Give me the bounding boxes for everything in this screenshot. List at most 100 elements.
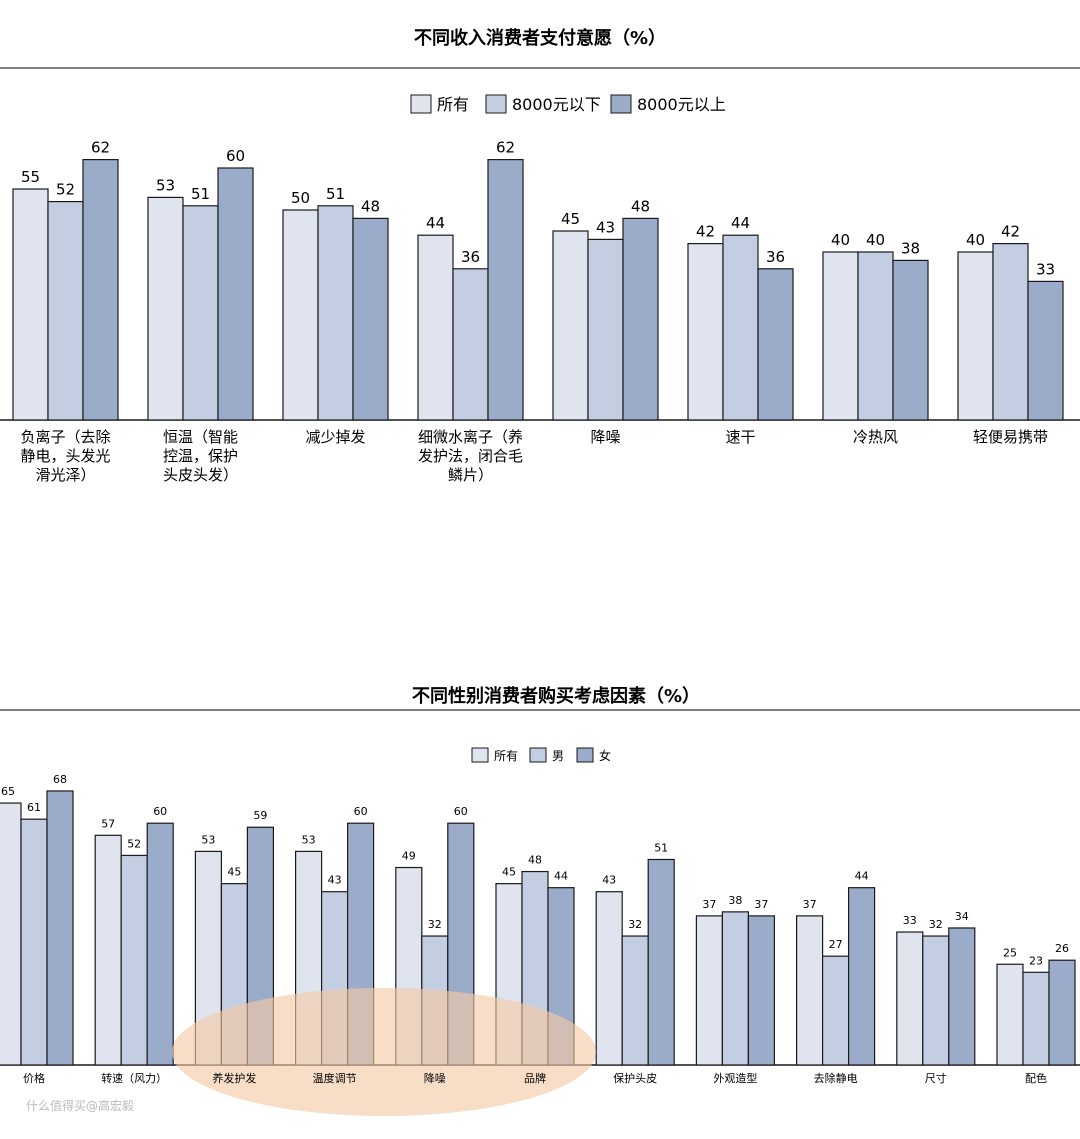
bar-c1-cat4-s0	[552, 230, 589, 421]
bar-c1-cat5-s2	[757, 268, 794, 421]
bar-c1-cat3-s1	[452, 268, 489, 421]
bar-c1-cat1-s2	[217, 167, 254, 421]
legend-1-label-all: 所有	[437, 95, 469, 114]
bar-c2-cat10-s2	[1048, 959, 1076, 1066]
value-label-c2-cat5-s1: 48	[528, 854, 542, 867]
value-label-c2-cat6-s0: 43	[602, 874, 616, 887]
bar-c2-cat10-s1	[1022, 971, 1050, 1066]
bar-c1-cat6-s0	[822, 251, 859, 421]
legend-1-label-mid: 8000元以下	[512, 95, 601, 114]
bar-c1-cat3-s2	[487, 159, 524, 421]
value-label-c1-cat0-s0: 55	[21, 168, 40, 186]
bar-c1-cat4-s2	[622, 217, 659, 421]
bar-c1-cat1-s1	[182, 205, 219, 421]
category-label-c1-cat0-line0: 负离子（去除	[20, 428, 110, 446]
category-label-c1-cat6-line0: 冷热风	[853, 428, 898, 446]
value-label-c2-cat10-s0: 25	[1003, 946, 1017, 959]
bar-c2-cat9-s0	[896, 931, 924, 1066]
value-label-c2-cat7-s0: 37	[702, 898, 716, 911]
chart-2-title: 不同性别消费者购买考虑因素（%）	[412, 685, 700, 707]
value-label-c2-cat0-s2: 68	[53, 773, 67, 786]
bar-c2-cat10-s0	[996, 963, 1024, 1066]
bar-c1-cat6-s1	[857, 251, 894, 421]
value-label-c2-cat10-s1: 23	[1029, 954, 1043, 967]
bar-c1-cat7-s2	[1027, 280, 1064, 421]
category-label-c1-cat3-line1: 发护法，闭合毛	[418, 447, 523, 465]
value-label-c1-cat6-s0: 40	[831, 231, 850, 249]
value-label-c2-cat4-s1: 32	[428, 918, 442, 931]
value-label-c1-cat2-s1: 51	[326, 185, 345, 203]
value-label-c1-cat7-s0: 40	[966, 231, 985, 249]
value-label-c2-cat4-s0: 49	[402, 850, 416, 863]
legend-1-label-high: 8000元以上	[637, 95, 726, 114]
value-label-c1-cat0-s1: 52	[56, 181, 75, 199]
category-label-c1-cat3-line2: 鳞片）	[448, 466, 493, 484]
value-label-c2-cat1-s1: 52	[127, 837, 141, 850]
value-label-c2-cat3-s0: 53	[302, 833, 316, 846]
value-label-c2-cat2-s0: 53	[201, 833, 215, 846]
value-label-c1-cat3-s0: 44	[426, 214, 445, 232]
bar-c2-cat6-s0	[595, 891, 623, 1066]
bar-c2-cat7-s1	[721, 911, 750, 1066]
bar-c2-cat0-s2	[46, 790, 74, 1066]
value-label-c2-cat2-s2: 59	[253, 809, 267, 822]
legend-2-label-all: 所有	[494, 749, 518, 763]
bar-c2-cat1-s1	[120, 854, 148, 1066]
value-label-c2-cat2-s1: 45	[227, 866, 241, 879]
category-label-c2-cat2-line0: 养发护发	[212, 1071, 256, 1085]
category-label-c2-cat6-line0: 保护头皮	[613, 1071, 657, 1085]
highlight-ellipse	[172, 988, 596, 1116]
chart-1-value-labels: 55 52 62 53 51 60 50 51 48 44 36 62 45 43 48 42 44 36 40 40…	[21, 139, 1055, 279]
category-label-c1-cat0-line2: 滑光泽）	[35, 466, 95, 484]
value-label-c2-cat1-s2: 60	[153, 805, 167, 818]
category-label-c1-cat3-line0: 细微水离子（养	[418, 428, 523, 446]
value-label-c1-cat0-s2: 62	[91, 139, 110, 157]
bar-c2-cat0-s0	[0, 802, 22, 1066]
category-label-c1-cat5-line0: 速干	[725, 428, 755, 446]
bar-c1-cat7-s1	[992, 243, 1029, 421]
bar-c2-cat9-s1	[922, 935, 950, 1066]
category-label-c2-cat4-line0: 降噪	[424, 1071, 446, 1085]
value-label-c1-cat4-s2: 48	[631, 197, 650, 215]
value-label-c1-cat2-s2: 48	[361, 197, 380, 215]
legend-1-swatch-mid	[485, 94, 507, 114]
value-label-c1-cat6-s2: 38	[901, 239, 920, 257]
bar-c1-cat6-s2	[892, 259, 929, 421]
value-label-c2-cat9-s0: 33	[903, 914, 917, 927]
chart-2-category-labels: 价格 转速（风力） 养发护发 温度调节 降噪 品牌 保护头皮 外观造型 去除静电 尺寸 配色	[23, 1071, 1047, 1085]
bar-c2-cat8-s2	[847, 887, 876, 1066]
bar-c2-cat9-s2	[948, 927, 976, 1066]
chart-1-legend: 所有 8000元以下 8000元以上	[410, 94, 726, 114]
value-label-c1-cat4-s1: 43	[596, 218, 615, 236]
category-label-c1-cat0-line1: 静电，头发光	[20, 447, 110, 465]
legend-1-swatch-all	[410, 94, 432, 114]
chart-2-value-labels: 65 61 68 57 52 60 53 45 59 53 43 60 49 32 60 45 48 44 43 32…	[1, 773, 1069, 967]
category-label-c2-cat10-line0: 配色	[1025, 1071, 1047, 1085]
bar-c2-cat6-s2	[647, 858, 675, 1066]
bar-c1-cat0-s0	[12, 188, 49, 421]
value-label-c2-cat6-s1: 32	[628, 918, 642, 931]
bar-c1-cat2-s1	[317, 205, 354, 421]
legend-2-label-male: 男	[552, 749, 564, 763]
value-label-c2-cat0-s0: 65	[1, 785, 15, 798]
bar-c2-cat1-s2	[146, 822, 174, 1066]
category-label-c2-cat8-line0: 去除静电	[814, 1071, 858, 1085]
value-label-c1-cat5-s0: 42	[696, 223, 715, 241]
bar-c2-cat8-s1	[821, 955, 850, 1066]
legend-2-swatch-female	[576, 747, 594, 763]
value-label-c2-cat7-s1: 38	[728, 894, 742, 907]
category-label-c1-cat7-line0: 轻便易携带	[973, 428, 1048, 446]
category-label-c1-cat4-line0: 降噪	[590, 428, 620, 446]
category-label-c1-cat1-line1: 控温，保护	[163, 447, 238, 465]
bar-c2-cat6-s1	[621, 935, 649, 1066]
value-label-c2-cat0-s1: 61	[27, 801, 41, 814]
category-label-c2-cat5-line0: 品牌	[524, 1071, 546, 1085]
value-label-c1-cat6-s1: 40	[866, 231, 885, 249]
value-label-c2-cat4-s2: 60	[454, 805, 468, 818]
bar-c1-cat1-s0	[147, 196, 184, 421]
watermark: 什么值得买@高宏毅	[26, 1098, 134, 1113]
category-label-c2-cat3-line0: 温度调节	[313, 1071, 357, 1085]
chart-1: 不同收入消费者支付意愿（%） 所有 8000元以下 8000元以上 55 52 62…	[0, 27, 1080, 484]
bar-c1-cat5-s0	[687, 243, 724, 421]
